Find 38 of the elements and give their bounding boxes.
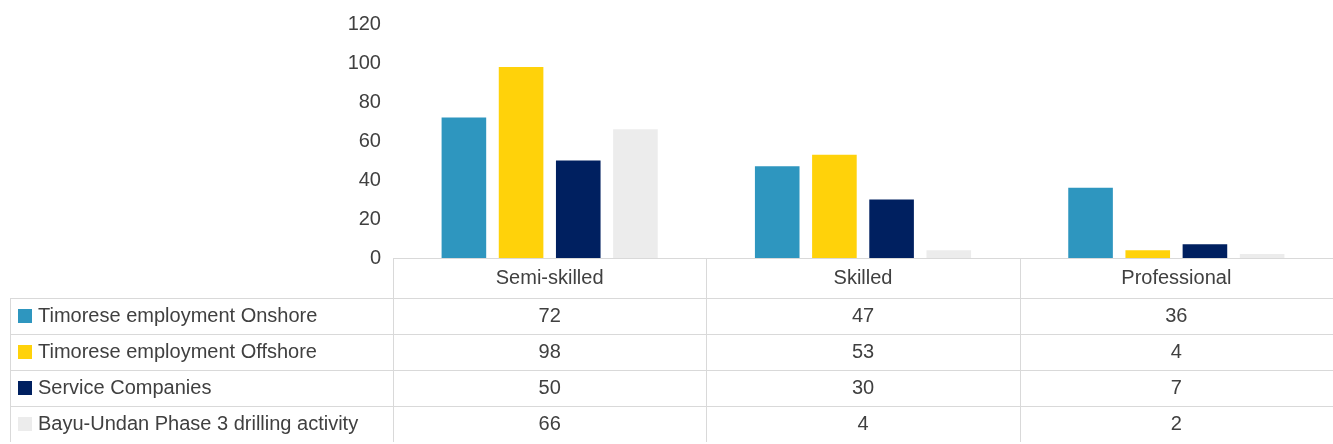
bar (926, 250, 972, 258)
y-tick-label: 20 (358, 206, 381, 229)
y-tick-label: 60 (358, 128, 381, 151)
bar (1125, 250, 1171, 258)
data-label: 4 (1170, 339, 1182, 362)
bar (555, 160, 601, 258)
data-label: 50 (538, 375, 561, 398)
bar (613, 129, 658, 258)
data-label: 4 (857, 411, 869, 434)
bar (1182, 244, 1228, 258)
y-tick-label: 100 (347, 50, 381, 73)
x-tick-label: Skilled (833, 265, 893, 288)
x-tick-label: Professional (1121, 265, 1232, 288)
data-label: 47 (851, 303, 875, 326)
legend-label: Service Companies (38, 375, 212, 398)
data-label: 30 (851, 375, 875, 398)
y-tick-label: 0 (369, 245, 381, 268)
data-label: 2 (1170, 411, 1182, 434)
y-tick-label: 40 (358, 167, 381, 190)
legend-label: Timorese employment Offshore (38, 339, 317, 362)
x-tick-label: Semi-skilled (495, 265, 604, 288)
bar (754, 166, 800, 258)
bar (812, 154, 857, 258)
bar (1239, 254, 1285, 258)
data-label: 98 (538, 339, 561, 362)
data-label: 36 (1165, 303, 1188, 326)
data-label: 7 (1170, 375, 1182, 398)
bar (441, 117, 487, 258)
data-label: 72 (538, 303, 561, 326)
bar (498, 66, 544, 258)
legend-label: Bayu-Undan Phase 3 drilling activity (38, 411, 359, 434)
legend-label: Timorese employment Onshore (38, 303, 318, 326)
bar (869, 199, 914, 258)
y-tick-label: 80 (358, 89, 381, 112)
data-label: 53 (851, 339, 875, 362)
data-label: 66 (538, 411, 561, 434)
y-tick-label: 120 (347, 11, 381, 34)
bar (1068, 187, 1113, 258)
